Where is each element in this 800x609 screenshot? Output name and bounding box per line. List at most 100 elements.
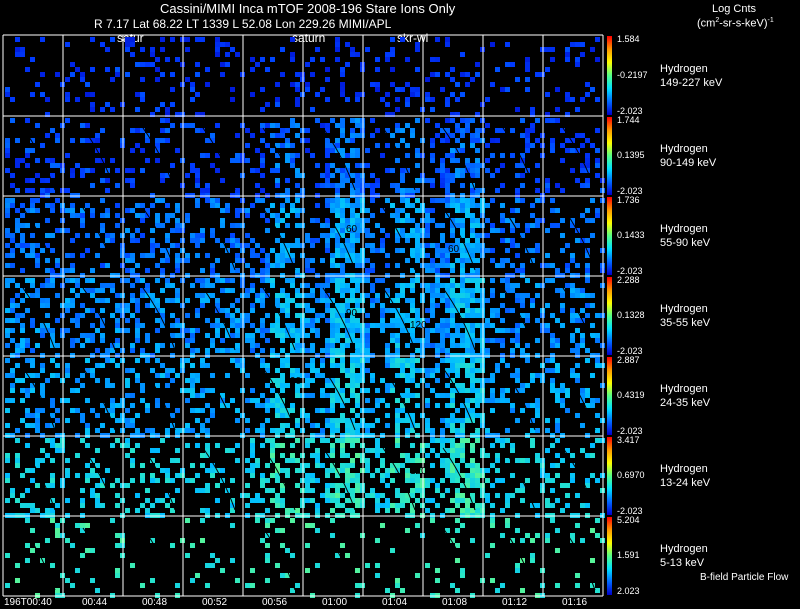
flux-pixel [30,293,35,298]
flux-pixel [125,178,130,183]
flux-pixel [370,268,375,273]
flux-pixel [230,398,235,403]
flux-pixel [280,248,285,253]
flux-pixel [455,168,460,173]
flux-pixel [130,253,135,258]
colorbar-mid: -0.2197 [617,70,648,80]
flux-pixel [410,308,415,313]
flux-pixel [450,158,455,163]
flux-pixel [410,333,415,338]
flux-pixel [90,338,95,343]
flux-pixel [560,218,565,223]
flux-pixel [350,478,355,483]
colorbar [607,277,612,355]
flux-pixel [135,278,140,283]
flux-pixel [450,343,455,348]
flux-pixel [345,473,350,478]
flux-pixel [320,463,325,468]
flux-pixel [45,303,50,308]
flux-pixel [200,298,205,303]
flux-pixel [465,158,470,163]
flux-pixel [345,418,350,423]
flux-pixel [275,253,280,258]
flux-pixel [515,268,520,273]
flux-pixel [235,363,240,368]
flux-pixel [200,453,205,458]
flux-pixel [500,533,505,538]
flux-pixel [355,428,360,433]
flux-pixel [345,178,350,183]
flux-pixel [295,468,300,473]
flux-pixel [380,97,385,102]
flux-pixel [450,77,455,82]
flux-pixel [290,163,295,168]
flux-pixel [470,173,475,178]
flux-pixel [585,268,590,273]
flux-pixel [515,328,520,333]
flux-pixel [455,478,460,483]
flux-pixel [270,328,275,333]
flux-pixel [310,308,315,313]
flux-pixel [50,203,55,208]
flux-pixel [465,198,470,203]
flux-pixel [55,528,60,533]
flux-pixel [305,473,310,478]
flux-pixel [385,483,390,488]
flux-pixel [75,213,80,218]
flux-pixel [415,308,420,313]
flux-pixel [145,253,150,258]
flux-pixel [10,248,15,253]
flux-pixel [465,418,470,423]
flux-pixel [275,218,280,223]
flux-pixel [425,453,430,458]
flux-pixel [55,228,60,233]
flux-pixel [525,358,530,363]
flux-pixel [490,483,495,488]
flux-pixel [115,223,120,228]
flux-pixel [460,323,465,328]
flux-pixel [555,318,560,323]
flux-pixel [330,343,335,348]
flux-pixel [145,508,150,513]
flux-pixel [380,328,385,333]
flux-pixel [315,118,320,123]
flux-pixel [305,82,310,87]
flux-pixel [430,313,435,318]
flux-pixel [390,213,395,218]
flux-pixel [490,293,495,298]
flux-pixel [365,243,370,248]
flux-pixel [165,107,170,112]
flux-pixel [395,418,400,423]
flux-pixel [80,253,85,258]
flux-pixel [390,358,395,363]
flux-pixel [260,288,265,293]
flux-pixel [245,288,250,293]
flux-pixel [445,72,450,77]
flux-pixel [85,443,90,448]
flux-pixel [335,333,340,338]
flux-pixel [160,47,165,52]
flux-pixel [410,283,415,288]
flux-pixel [105,67,110,72]
flux-pixel [330,378,335,383]
flux-pixel [205,453,210,458]
flux-pixel [305,383,310,388]
flux-pixel [345,483,350,488]
flux-pixel [35,373,40,378]
flux-pixel [330,263,335,268]
flux-pixel [340,128,345,133]
flux-pixel [250,438,255,443]
flux-pixel [475,203,480,208]
flux-pixel [460,363,465,368]
flux-pixel [150,238,155,243]
energy-range-label: 13-24 keV [660,477,711,489]
flux-pixel [350,138,355,143]
flux-pixel [155,198,160,203]
flux-pixel [230,238,235,243]
flux-pixel [465,373,470,378]
flux-pixel [460,473,465,478]
flux-pixel [440,443,445,448]
flux-pixel [115,303,120,308]
bfield-contour [382,207,416,271]
flux-pixel [435,288,440,293]
